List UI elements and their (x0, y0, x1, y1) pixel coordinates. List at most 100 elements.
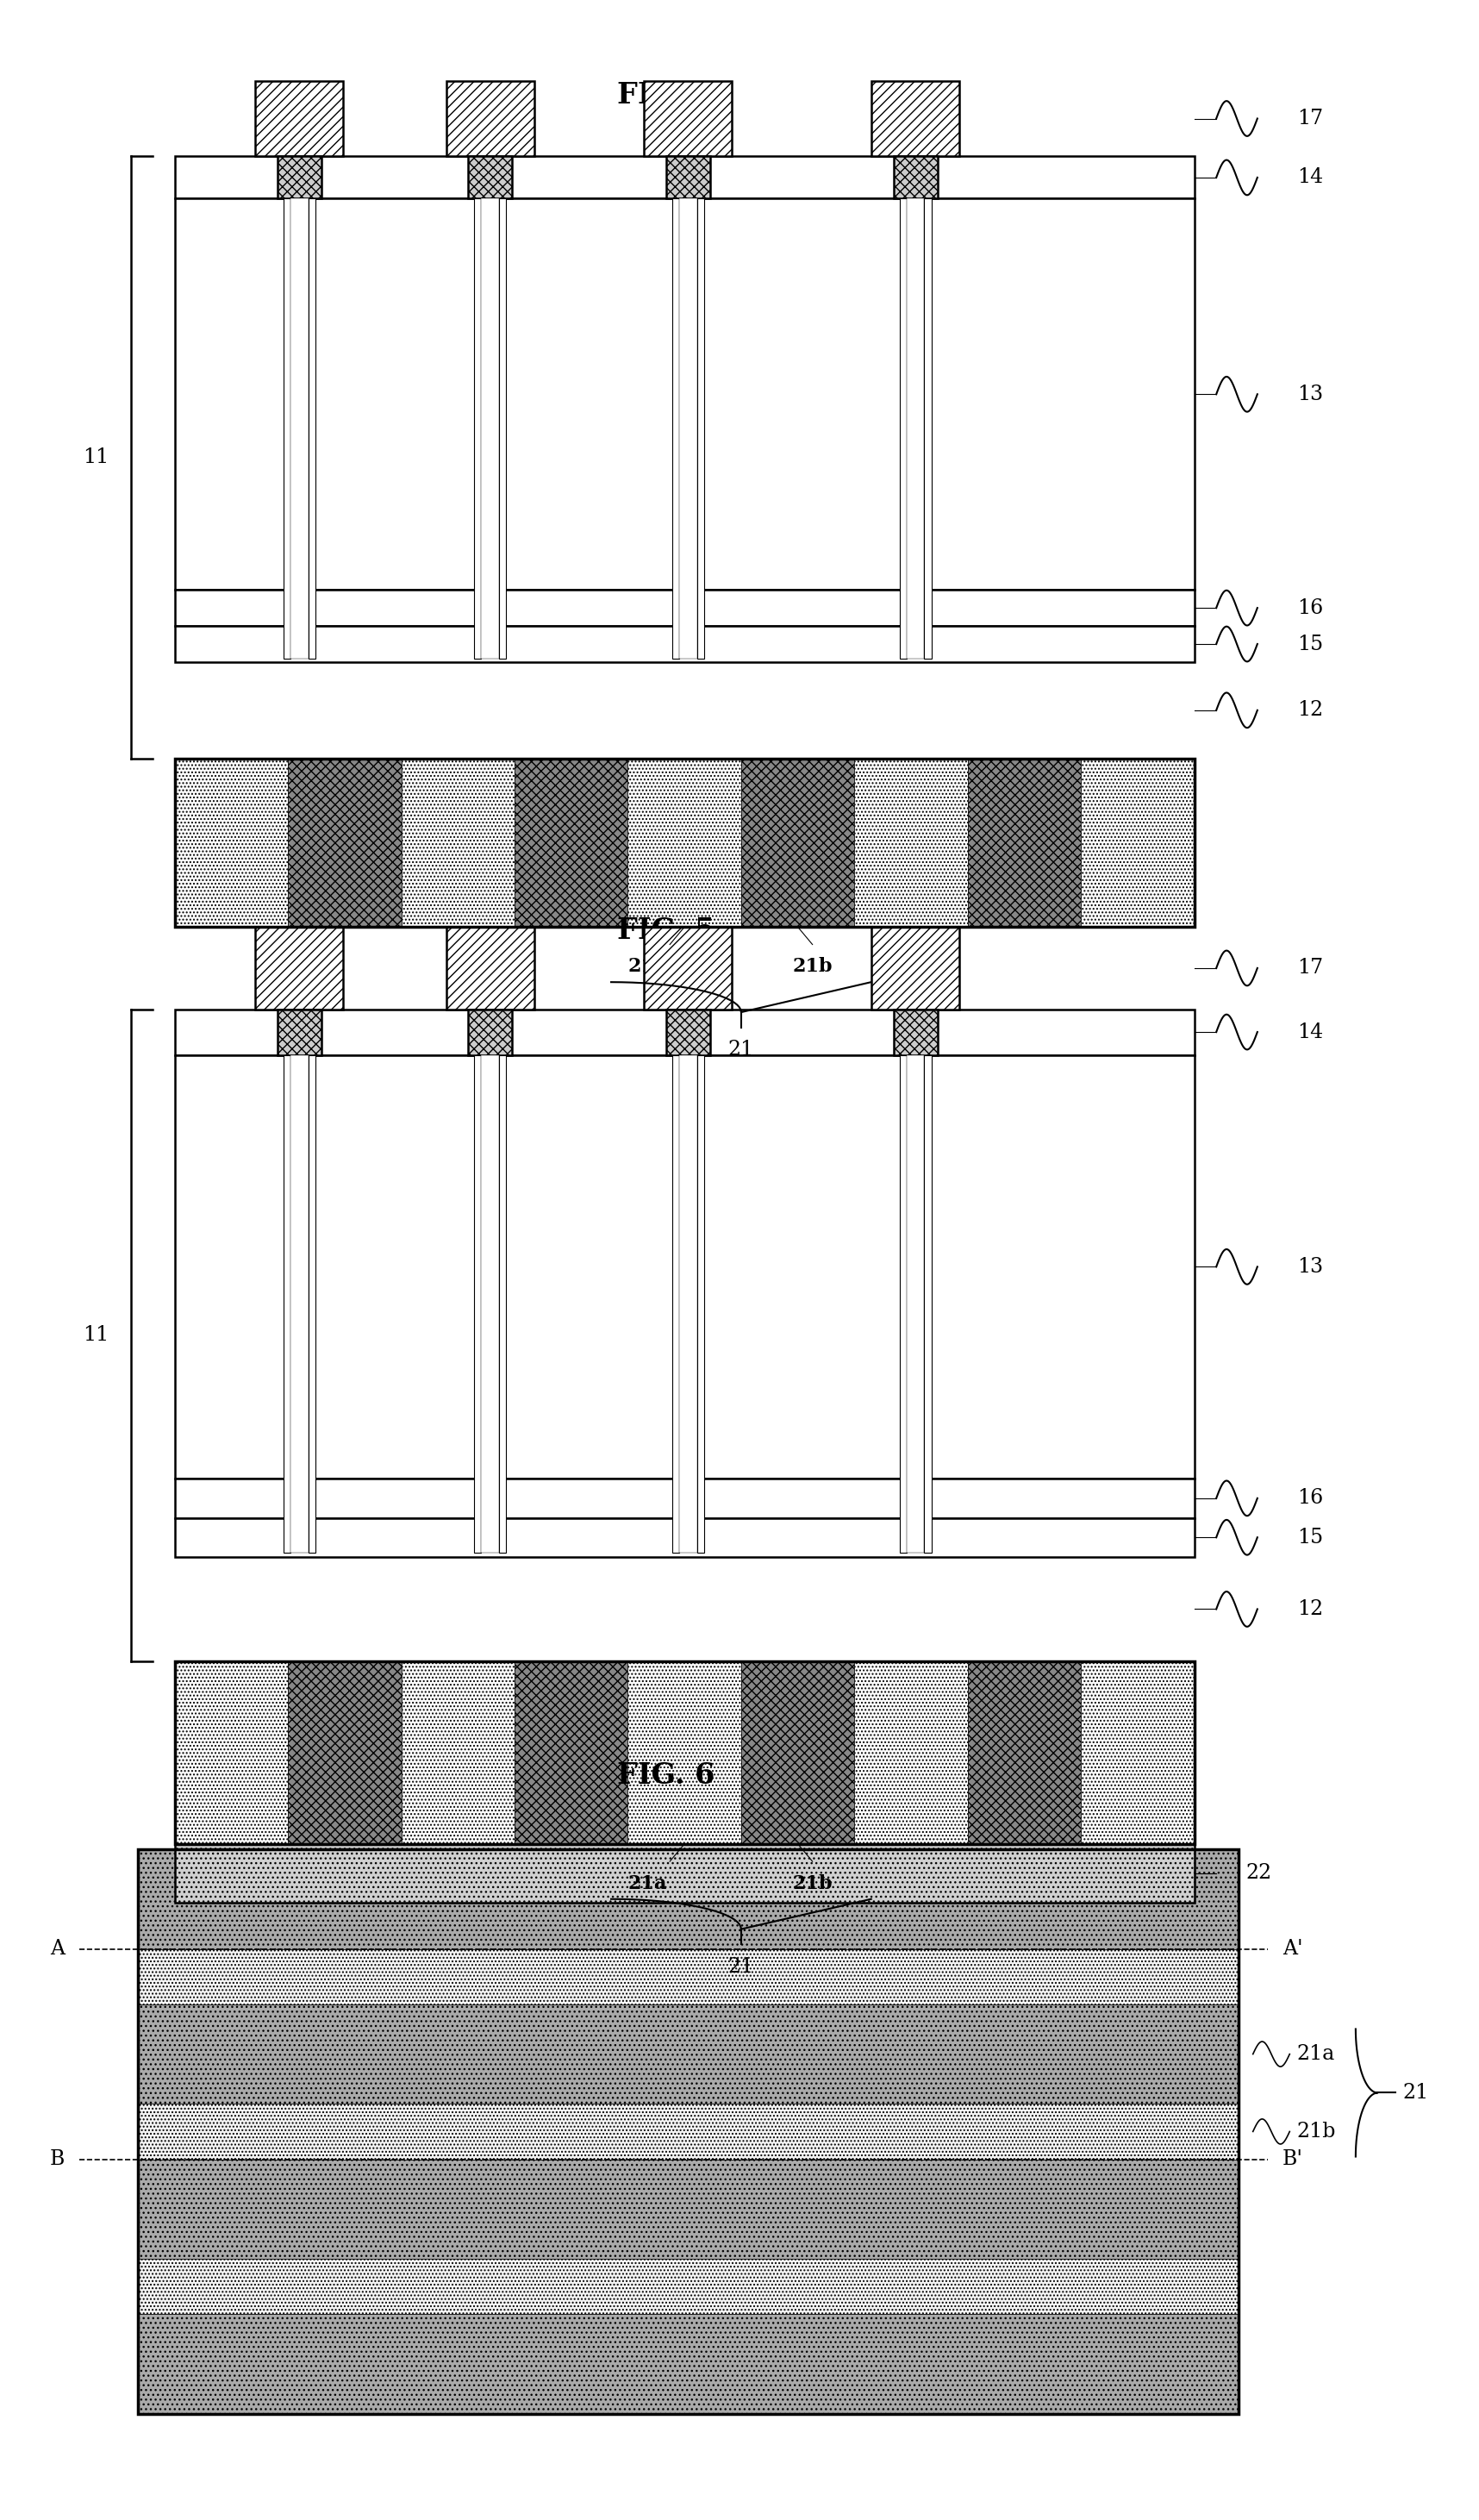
Bar (401, 759, 515, 927)
Bar (679, 199, 697, 658)
Bar (138, 2003, 1238, 2104)
Bar (671, 1056, 679, 1552)
Text: 17: 17 (1297, 958, 1322, 978)
Bar (855, 1661, 967, 1845)
Bar (666, 1008, 710, 1056)
Bar (893, 1008, 938, 1056)
Bar (515, 1661, 629, 1845)
Bar (645, 927, 732, 1008)
Text: B: B (50, 2150, 65, 2170)
Bar (138, 1850, 1238, 2414)
Bar (401, 1661, 515, 1845)
Bar (447, 81, 534, 156)
Text: 21b: 21b (793, 958, 833, 975)
Bar (447, 927, 534, 1008)
Text: 13: 13 (1297, 386, 1322, 403)
Bar (473, 199, 481, 658)
Bar (256, 81, 343, 156)
Bar (481, 1056, 498, 1552)
Bar (175, 199, 1194, 590)
Text: 21a: 21a (629, 958, 667, 975)
Bar (256, 927, 343, 1008)
Bar (467, 156, 512, 199)
Text: B': B' (1282, 2150, 1303, 2170)
Bar (679, 1056, 697, 1552)
Bar (1081, 1661, 1194, 1845)
Bar (1081, 759, 1194, 927)
Bar (666, 156, 710, 199)
Bar (629, 759, 741, 927)
Text: 21a: 21a (629, 1875, 667, 1893)
Bar (697, 1056, 704, 1552)
Bar (284, 199, 290, 658)
Text: A: A (50, 1938, 65, 1958)
Bar (871, 927, 960, 1008)
Text: 21b: 21b (793, 1875, 833, 1893)
Bar (290, 199, 308, 658)
Text: 17: 17 (1297, 108, 1322, 129)
Bar (899, 1056, 907, 1552)
Bar (138, 2313, 1238, 2414)
Bar (288, 759, 401, 927)
Bar (697, 199, 704, 658)
Bar (175, 1661, 1194, 1845)
Bar (741, 1661, 855, 1845)
Bar (671, 199, 679, 658)
Bar (967, 1661, 1081, 1845)
Bar (175, 1517, 1194, 1557)
Text: 11: 11 (83, 449, 108, 466)
Text: 21b: 21b (1297, 2122, 1336, 2142)
Text: 14: 14 (1297, 169, 1324, 186)
Bar (308, 199, 315, 658)
Text: A': A' (1282, 1938, 1303, 1958)
Bar (175, 759, 288, 927)
Bar (473, 1056, 481, 1552)
Bar (288, 1661, 401, 1845)
Bar (308, 1056, 315, 1552)
Bar (138, 1850, 1238, 1948)
Bar (467, 1008, 512, 1056)
Bar (175, 1056, 1194, 1479)
Bar (893, 156, 938, 199)
Bar (175, 1008, 1194, 1056)
Bar (515, 759, 629, 927)
Bar (855, 759, 967, 927)
Bar (278, 1008, 321, 1056)
Bar (138, 2104, 1238, 2160)
Bar (138, 2258, 1238, 2313)
Bar (645, 81, 732, 156)
Bar (871, 81, 960, 156)
Bar (175, 590, 1194, 625)
Bar (175, 156, 1194, 199)
Text: 16: 16 (1297, 1489, 1324, 1507)
Text: 21: 21 (1402, 2084, 1429, 2102)
Text: FIG. 6: FIG. 6 (617, 1761, 714, 1789)
Text: 15: 15 (1297, 635, 1322, 655)
Bar (899, 199, 907, 658)
Text: 11: 11 (83, 1326, 108, 1346)
Text: 16: 16 (1297, 597, 1324, 617)
Bar (924, 199, 932, 658)
Bar (175, 1479, 1194, 1517)
Bar (284, 1056, 290, 1552)
Bar (481, 199, 498, 658)
Text: 15: 15 (1297, 1527, 1322, 1547)
Bar (498, 199, 506, 658)
Text: 14: 14 (1297, 1023, 1324, 1041)
Bar (498, 1056, 506, 1552)
Bar (629, 1661, 741, 1845)
Bar (967, 759, 1081, 927)
Text: 22: 22 (1245, 1862, 1272, 1882)
Text: 13: 13 (1297, 1257, 1322, 1278)
Bar (175, 625, 1194, 663)
Bar (741, 759, 855, 927)
Text: 12: 12 (1297, 701, 1324, 721)
Bar (278, 156, 321, 199)
Bar (138, 2160, 1238, 2258)
Text: FIG. 4: FIG. 4 (617, 81, 714, 111)
Bar (138, 1948, 1238, 2003)
Bar (907, 199, 924, 658)
Bar (175, 759, 1194, 927)
Bar (924, 1056, 932, 1552)
Bar (290, 1056, 308, 1552)
